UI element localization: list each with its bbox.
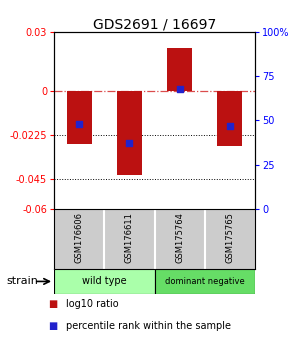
Text: ■: ■ (48, 321, 57, 331)
Text: GSM176606: GSM176606 (75, 212, 84, 263)
Text: GSM175764: GSM175764 (175, 212, 184, 263)
Text: ■: ■ (48, 299, 57, 309)
Bar (117, 91, 142, 176)
Point (177, 86, 182, 91)
Text: strain: strain (6, 276, 38, 286)
Bar (217, 91, 242, 146)
Text: GDS2691 / 16697: GDS2691 / 16697 (93, 18, 216, 32)
Text: wild type: wild type (82, 276, 127, 286)
Bar (54, 269, 154, 294)
Bar (67, 91, 92, 144)
Text: GSM175765: GSM175765 (225, 212, 234, 263)
Bar (154, 269, 255, 294)
Point (127, 141, 132, 146)
Text: dominant negative: dominant negative (165, 277, 244, 286)
Bar (167, 47, 192, 91)
Text: GSM176611: GSM176611 (125, 212, 134, 263)
Text: log10 ratio: log10 ratio (66, 299, 118, 309)
Point (227, 123, 232, 129)
Text: percentile rank within the sample: percentile rank within the sample (66, 321, 231, 331)
Point (77, 121, 82, 127)
